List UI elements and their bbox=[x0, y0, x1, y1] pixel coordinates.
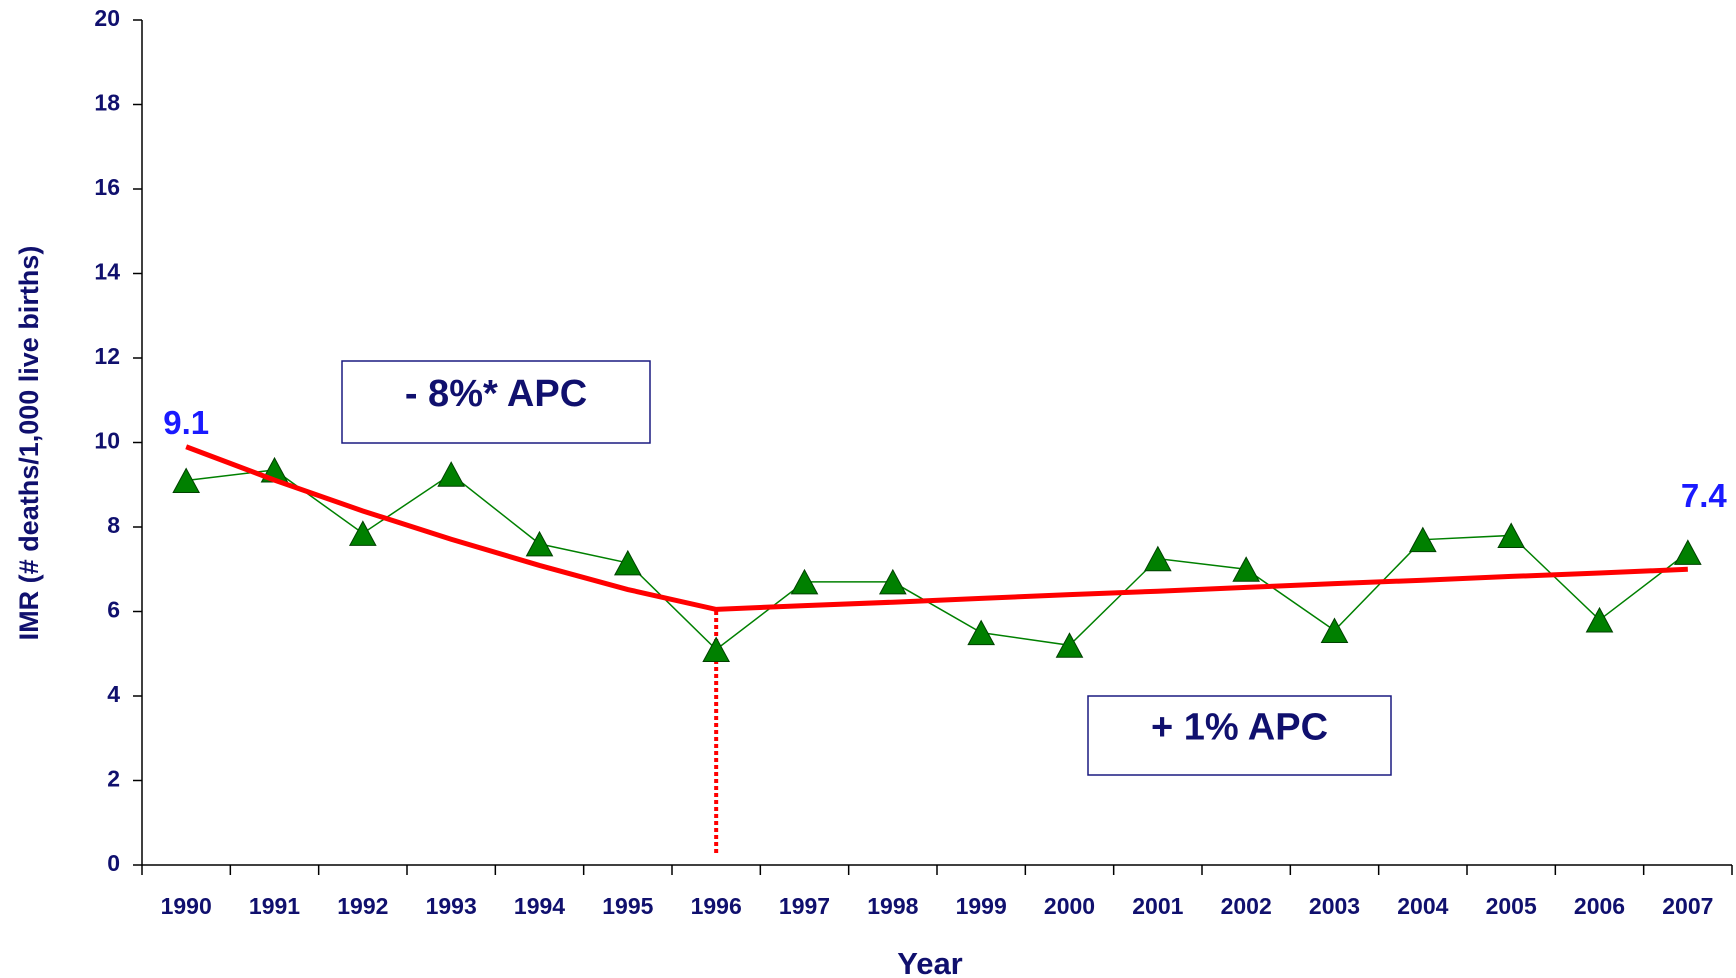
triangle-marker bbox=[967, 619, 996, 646]
x-tick-label: 1996 bbox=[691, 893, 742, 919]
data-label: 9.1 bbox=[163, 404, 209, 441]
y-tick-label: 8 bbox=[107, 512, 120, 538]
y-tick-label: 6 bbox=[107, 597, 120, 623]
y-tick-label: 10 bbox=[94, 428, 120, 454]
triangle-marker bbox=[1497, 522, 1526, 548]
triangle-marker bbox=[525, 530, 554, 557]
y-axis-title: IMR (# deaths/1,000 live births) bbox=[14, 246, 44, 641]
annotation-box bbox=[341, 360, 651, 444]
x-tick-label: 1993 bbox=[426, 893, 477, 919]
y-tick-label: 14 bbox=[94, 259, 120, 285]
triangle-marker bbox=[437, 461, 466, 487]
x-tick-label: 2004 bbox=[1397, 893, 1448, 919]
annotation: + 1% APC bbox=[1151, 707, 1328, 749]
triangle-marker bbox=[613, 549, 642, 576]
triangle-marker bbox=[790, 568, 819, 595]
y-tick-label: 16 bbox=[94, 174, 120, 200]
x-tick-label: 2003 bbox=[1309, 893, 1360, 919]
y-tick-label: 2 bbox=[107, 766, 120, 792]
series-line bbox=[185, 444, 1688, 612]
triangle-marker bbox=[1673, 539, 1702, 565]
x-tick-label: 1994 bbox=[514, 893, 565, 919]
triangle-marker bbox=[1055, 632, 1084, 658]
x-tick-label: 1997 bbox=[779, 893, 830, 919]
triangle-marker bbox=[878, 568, 907, 595]
y-tick-label: 18 bbox=[94, 90, 120, 116]
y-tick-label: 20 bbox=[94, 5, 120, 31]
triangle-marker bbox=[1585, 606, 1614, 633]
series-line bbox=[186, 469, 1689, 651]
y-tick-label: 4 bbox=[107, 681, 120, 707]
triangle-marker bbox=[702, 636, 731, 663]
triangle-marker bbox=[1143, 545, 1172, 572]
data-label: 7.4 bbox=[1681, 477, 1728, 514]
y-tick-label: 12 bbox=[94, 343, 120, 369]
x-tick-label: 1998 bbox=[867, 893, 918, 919]
triangle-marker bbox=[172, 467, 201, 494]
x-tick-label: 2001 bbox=[1132, 893, 1183, 919]
x-tick-label: 2006 bbox=[1574, 893, 1625, 919]
triangle-marker bbox=[1408, 526, 1437, 553]
x-tick-label: 1995 bbox=[602, 893, 653, 919]
x-tick-label: 2002 bbox=[1221, 893, 1272, 919]
x-tick-label: 2005 bbox=[1486, 893, 1537, 919]
triangle-marker bbox=[348, 520, 377, 546]
annotation-box bbox=[1087, 695, 1392, 776]
x-tick-label: 1991 bbox=[249, 893, 300, 919]
x-axis-title: Year bbox=[897, 946, 963, 978]
x-tick-label: 1992 bbox=[337, 893, 388, 919]
annotation: - 8%* APC bbox=[405, 373, 587, 415]
triangle-marker bbox=[1320, 617, 1349, 644]
x-tick-label: 1999 bbox=[956, 893, 1007, 919]
y-tick-label: 0 bbox=[107, 850, 120, 876]
x-tick-label: 2007 bbox=[1662, 893, 1713, 919]
x-tick-label: 1990 bbox=[161, 893, 212, 919]
triangle-marker bbox=[1232, 556, 1261, 582]
x-tick-label: 2000 bbox=[1044, 893, 1095, 919]
